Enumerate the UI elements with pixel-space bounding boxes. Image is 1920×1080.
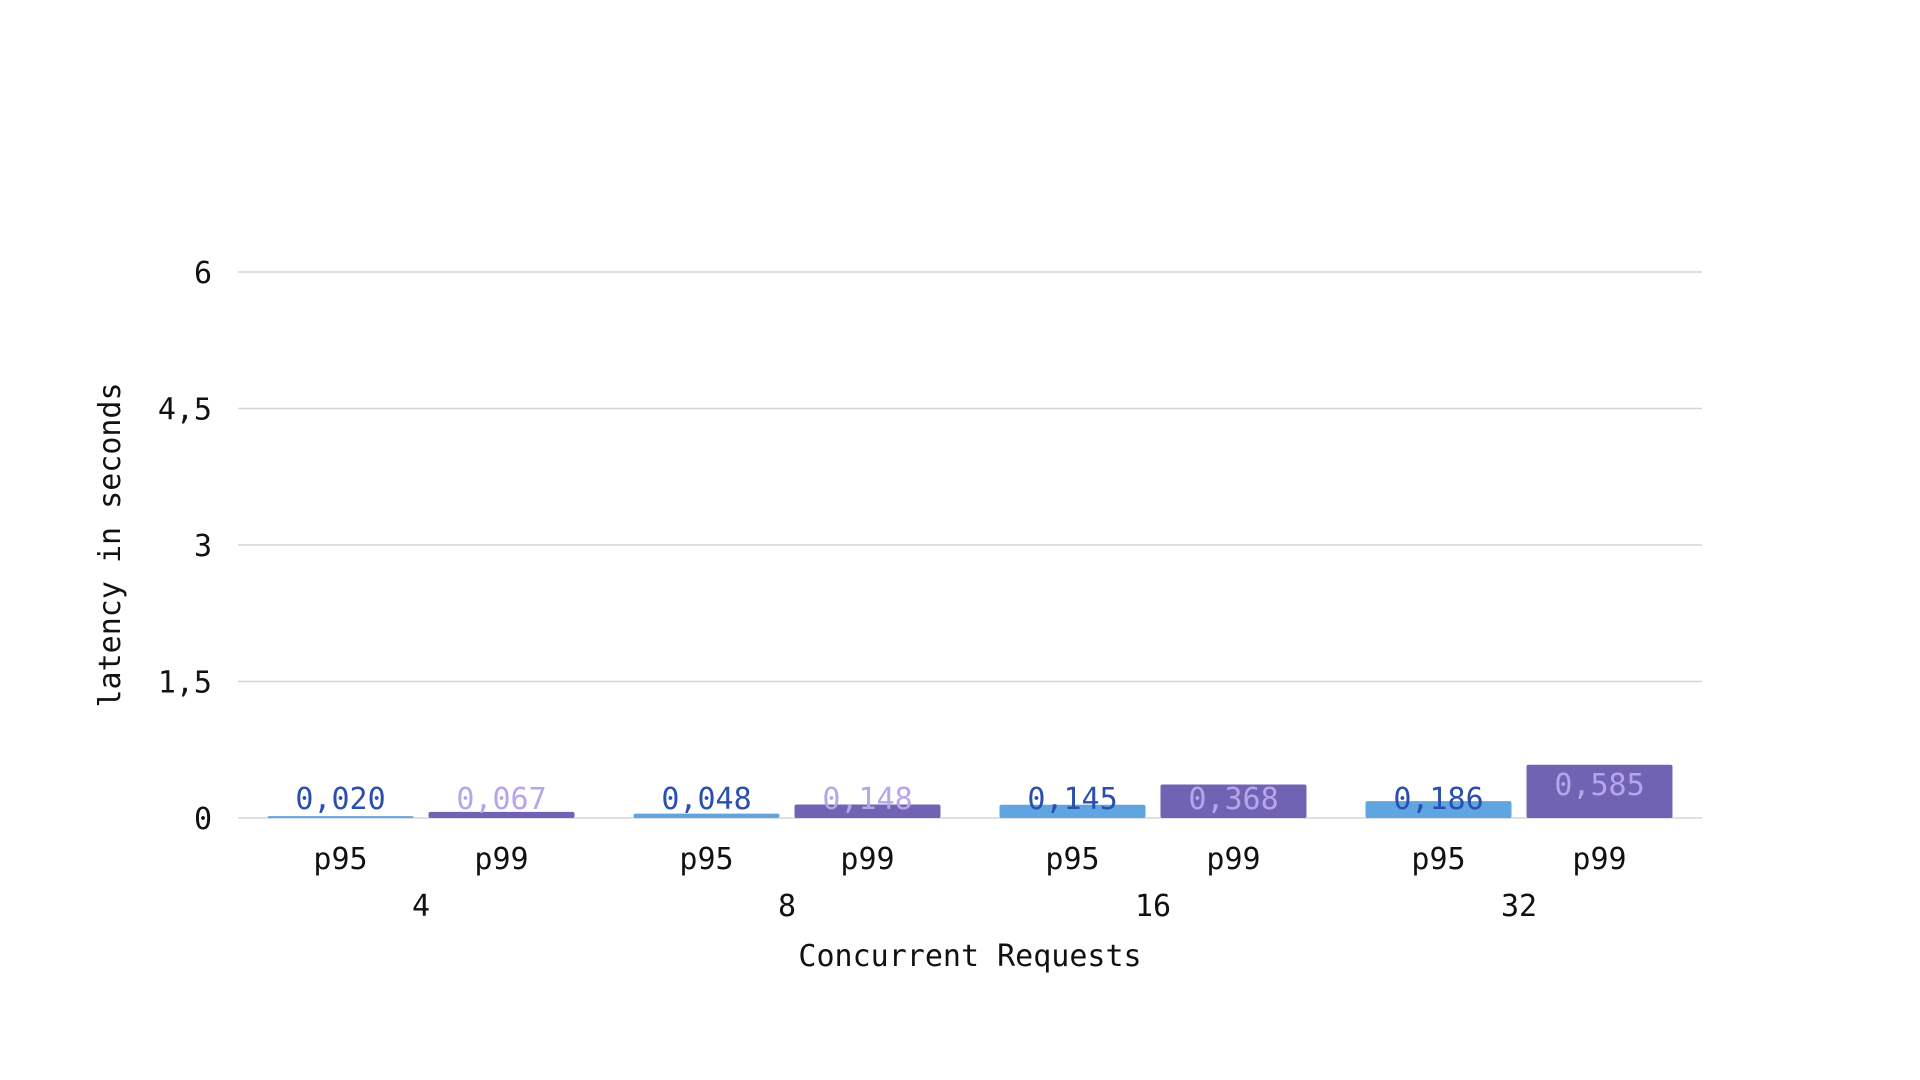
x-subcategory-label: p95: [1045, 842, 1099, 877]
x-category-label: 8: [778, 889, 796, 924]
y-tick-label: 0: [194, 802, 212, 837]
x-category-label: 16: [1135, 889, 1171, 924]
bar-value-label: 0,585: [1554, 768, 1644, 803]
bar-p99-4: [428, 811, 575, 818]
x-category-label: 32: [1501, 889, 1537, 924]
bar-p99-16: [1160, 784, 1307, 818]
bar-p95-4: [267, 816, 414, 818]
bar-value-label: 0,368: [1188, 782, 1278, 817]
bar-p95-16: [999, 804, 1146, 818]
bar-p99-8: [794, 804, 941, 818]
x-category-label: 4: [412, 889, 430, 924]
bar-value-label: 0,020: [295, 782, 385, 817]
y-tick-label: 6: [194, 256, 212, 291]
x-subcategory-label: p99: [1572, 842, 1626, 877]
y-tick-label: 1,5: [158, 666, 212, 701]
x-subcategory-label: p95: [679, 842, 733, 877]
bar-value-label: 0,148: [822, 782, 912, 817]
bars: 0,020 0,067 0,048 0,148 0,145 0,368 0,186 0,585: [267, 764, 1673, 818]
bar-value-label: 0,145: [1027, 782, 1117, 817]
x-subcategory-label: p95: [313, 842, 367, 877]
x-subcategory-label: p95: [1411, 842, 1465, 877]
gridlines: [238, 271, 1702, 819]
bar-p99-32: [1526, 764, 1673, 818]
x-axis-title: Concurrent Requests: [798, 939, 1141, 974]
x-axis-ticks: p95 p99 4 p95 p99 8 p95 p99 16 p95 p99 32: [313, 842, 1626, 924]
x-subcategory-label: p99: [840, 842, 894, 877]
x-subcategory-label: p99: [1206, 842, 1260, 877]
bar-p95-8: [633, 813, 780, 818]
bar-p95-32: [1365, 801, 1512, 818]
y-tick-label: 4,5: [158, 393, 212, 428]
bar-value-label: 0,186: [1393, 782, 1483, 817]
y-tick-label: 3: [194, 529, 212, 564]
y-axis-ticks: 0 1,5 3 4,5 6: [158, 256, 212, 837]
bar-value-label: 0,048: [661, 782, 751, 817]
bar-value-label: 0,067: [456, 782, 546, 817]
x-subcategory-label: p99: [474, 842, 528, 877]
y-axis-title: latency in seconds: [93, 382, 128, 707]
